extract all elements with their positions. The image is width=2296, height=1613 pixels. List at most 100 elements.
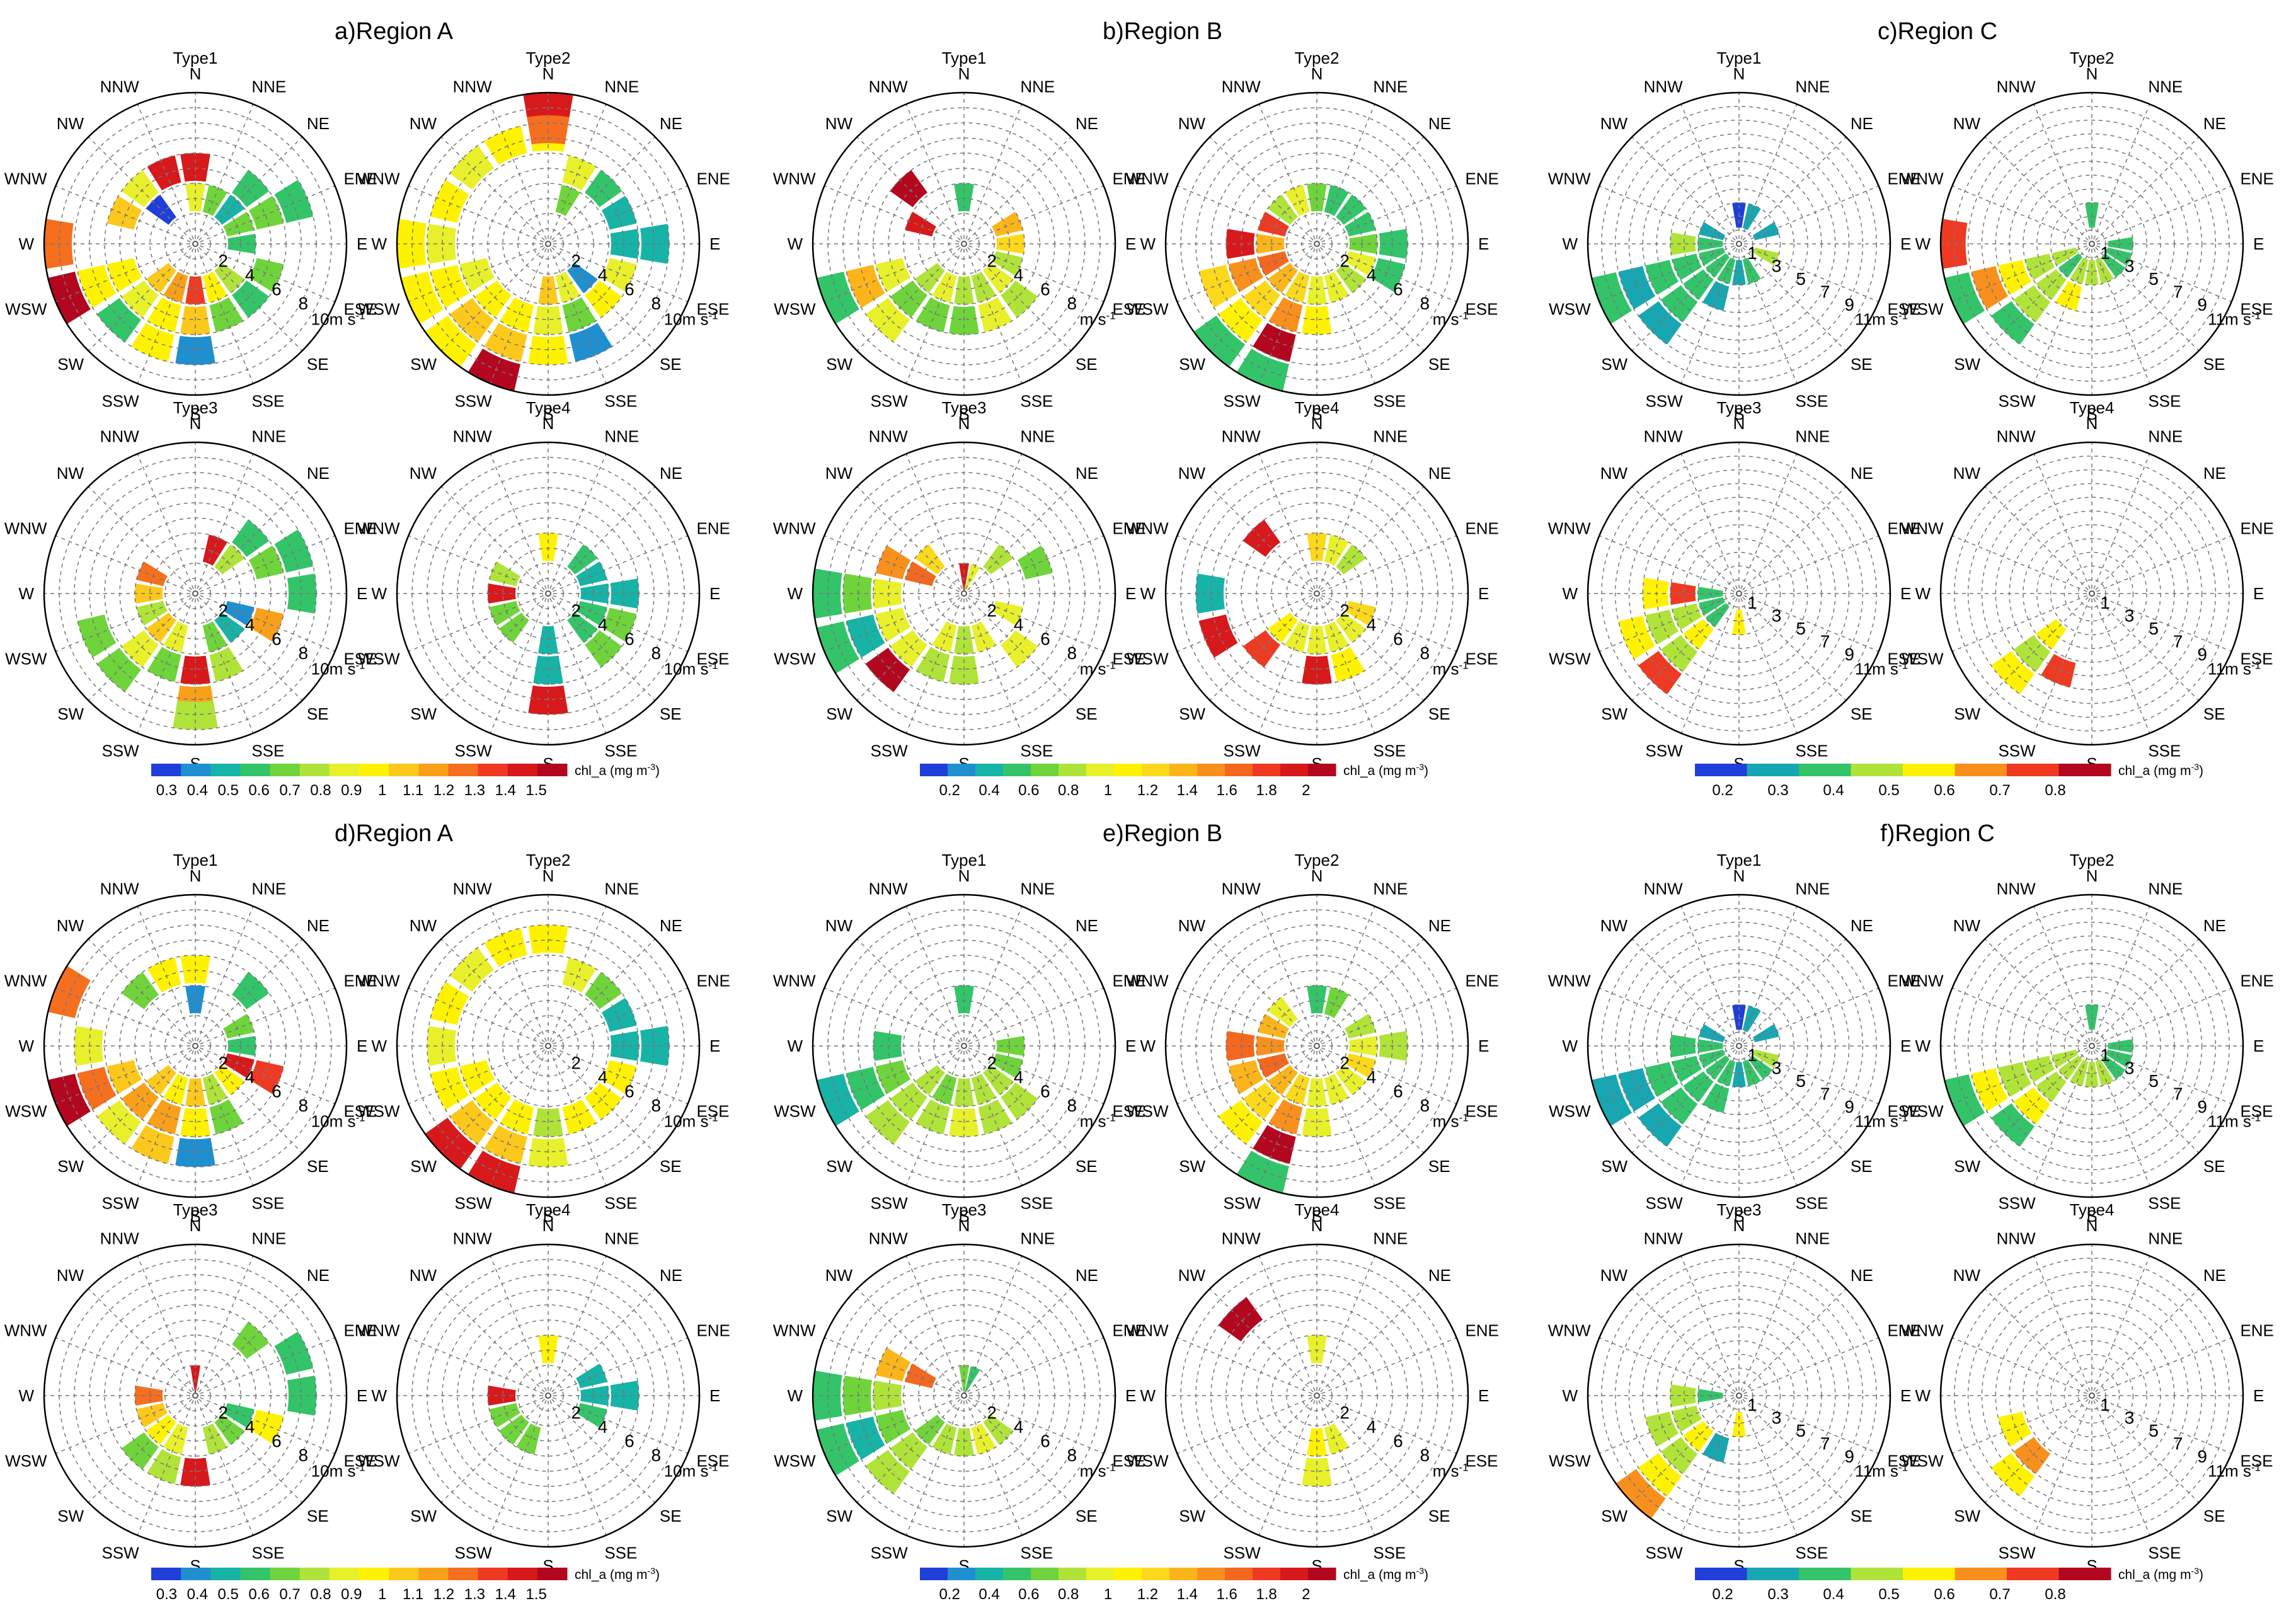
direction-label: NNW xyxy=(1644,427,1684,446)
ring-tick-label: 4 xyxy=(598,1067,608,1087)
rose-cell xyxy=(1193,315,1246,367)
direction-label: ENE xyxy=(343,972,377,990)
rose-cell xyxy=(576,1403,607,1428)
direction-label: ENE xyxy=(1112,1321,1145,1340)
colorbar-swatch xyxy=(1197,1568,1225,1580)
grid-spoke xyxy=(1320,1288,1425,1392)
direction-label: WNW xyxy=(357,972,400,990)
colorbar-swatch xyxy=(418,1568,449,1580)
colorbar-swatch xyxy=(448,1568,479,1580)
rose-cell xyxy=(1236,348,1289,391)
subplot-type3: N NNE NE ENE E ESE SE SSE S SSW SW WSW W WNW NW NNW Type… xyxy=(773,1200,1146,1575)
colorbar-swatch xyxy=(389,1568,419,1580)
rose-cell xyxy=(449,297,495,343)
grid-spoke xyxy=(553,1397,689,1454)
direction-label: SSE xyxy=(2148,741,2181,760)
direction-label: NW xyxy=(1953,916,1981,935)
grid-spoke xyxy=(2096,595,2232,652)
rose-cell xyxy=(585,1082,623,1120)
unit-label: m s-1 xyxy=(1080,1461,1116,1481)
colorbar-tick-label: 1 xyxy=(1104,1586,1112,1603)
rose-cell xyxy=(147,957,181,993)
direction-label: NNW xyxy=(453,880,493,898)
grid-spoke xyxy=(965,598,1023,734)
direction-label: ESE xyxy=(2240,1451,2273,1470)
direction-label: ESE xyxy=(1887,649,1920,668)
direction-label: SE xyxy=(1076,704,1098,723)
colorbar-tick-label: 0.6 xyxy=(1018,1586,1039,1603)
grid-spoke xyxy=(55,1337,191,1394)
rose-cell xyxy=(474,1082,512,1120)
center-dot xyxy=(192,1392,198,1399)
grid-spoke xyxy=(1321,987,1457,1045)
direction-label: SSW xyxy=(870,391,908,410)
panel-b: b)Region BNNNENEENEEESESESSESSSWSWWSWWWN… xyxy=(773,18,1499,799)
rose-cell xyxy=(1228,258,1264,292)
rose-cell xyxy=(890,1082,927,1120)
colorbar-swatch xyxy=(1903,764,1955,776)
rose-cell xyxy=(1001,630,1038,668)
grid-spoke xyxy=(1320,1049,1425,1154)
colorbar-swatch xyxy=(975,764,1004,776)
ring-tick-label: 8 xyxy=(299,1096,309,1115)
grid-spoke xyxy=(967,1288,1072,1392)
rose-cell xyxy=(576,561,607,587)
grid-ring xyxy=(2064,1018,2120,1074)
direction-label: SW xyxy=(57,704,84,723)
grid-spoke xyxy=(1740,905,1798,1042)
grid-spoke xyxy=(1209,597,1314,701)
colorbar-swatch xyxy=(418,764,449,776)
ring-tick-label: 5 xyxy=(1796,619,1806,638)
grid-spoke xyxy=(965,1255,1023,1391)
direction-label: SSE xyxy=(251,741,284,760)
direction-label: N xyxy=(1733,1216,1745,1235)
direction-label: N xyxy=(2086,866,2098,885)
direction-label: WSW xyxy=(358,1451,400,1470)
rose-cell xyxy=(459,258,495,292)
rose-cell xyxy=(500,1099,534,1135)
direction-label: WSW xyxy=(1902,1451,1944,1470)
unit-label: 11m s-1 xyxy=(2208,659,2261,679)
grid-spoke xyxy=(88,136,192,241)
direction-label: SW xyxy=(1954,1507,1980,1525)
colorbar-tick-label: 0.7 xyxy=(1989,1586,2010,1603)
direction-label: SE xyxy=(307,355,329,374)
rose-cell xyxy=(147,646,181,682)
grid-ring xyxy=(1954,456,2230,732)
direction-label: NNW xyxy=(1644,1229,1684,1248)
direction-label: NW xyxy=(1600,114,1628,133)
grid-spoke xyxy=(549,905,607,1042)
grid-spoke xyxy=(1742,597,1847,701)
colorbar-swatch xyxy=(1903,1568,1955,1580)
grid-ring xyxy=(1981,133,2203,355)
direction-label: NNE xyxy=(1373,1229,1408,1248)
rose-cell xyxy=(1243,1082,1280,1120)
rose-cell xyxy=(992,251,1023,276)
direction-label: SSE xyxy=(1373,1543,1406,1562)
direction-label: W xyxy=(1140,584,1156,603)
direction-label: E xyxy=(1478,1386,1489,1405)
rose-cell xyxy=(401,272,444,324)
rose-cell xyxy=(77,265,117,308)
direction-label: SE xyxy=(1851,1157,1873,1176)
direction-label: N xyxy=(958,1216,970,1235)
direction-label: ESE xyxy=(1465,1101,1498,1120)
rose-cell xyxy=(1228,1060,1264,1094)
outer-ring xyxy=(1939,1243,2244,1548)
ring-tick-label: 8 xyxy=(1067,643,1077,663)
grid-spoke xyxy=(2033,1050,2091,1186)
direction-label: SW xyxy=(826,355,852,374)
direction-label: N xyxy=(2086,414,2098,433)
rose-cell xyxy=(232,972,270,1009)
colorbar-swatch xyxy=(151,764,181,776)
colorbar-swatch xyxy=(2058,764,2111,776)
grid-spoke xyxy=(2096,1397,2232,1454)
colorbar-tick-label: 0.2 xyxy=(939,782,960,799)
grid-spoke xyxy=(1742,938,1847,1043)
ring-tick-label: 2 xyxy=(218,251,228,271)
rose-cell xyxy=(992,600,1023,626)
subplot-title: Type2 xyxy=(2070,49,2115,67)
colorbar-swatch xyxy=(920,1568,948,1580)
direction-label: ESE xyxy=(2240,1101,2273,1120)
direction-label: ENE xyxy=(696,1321,730,1340)
